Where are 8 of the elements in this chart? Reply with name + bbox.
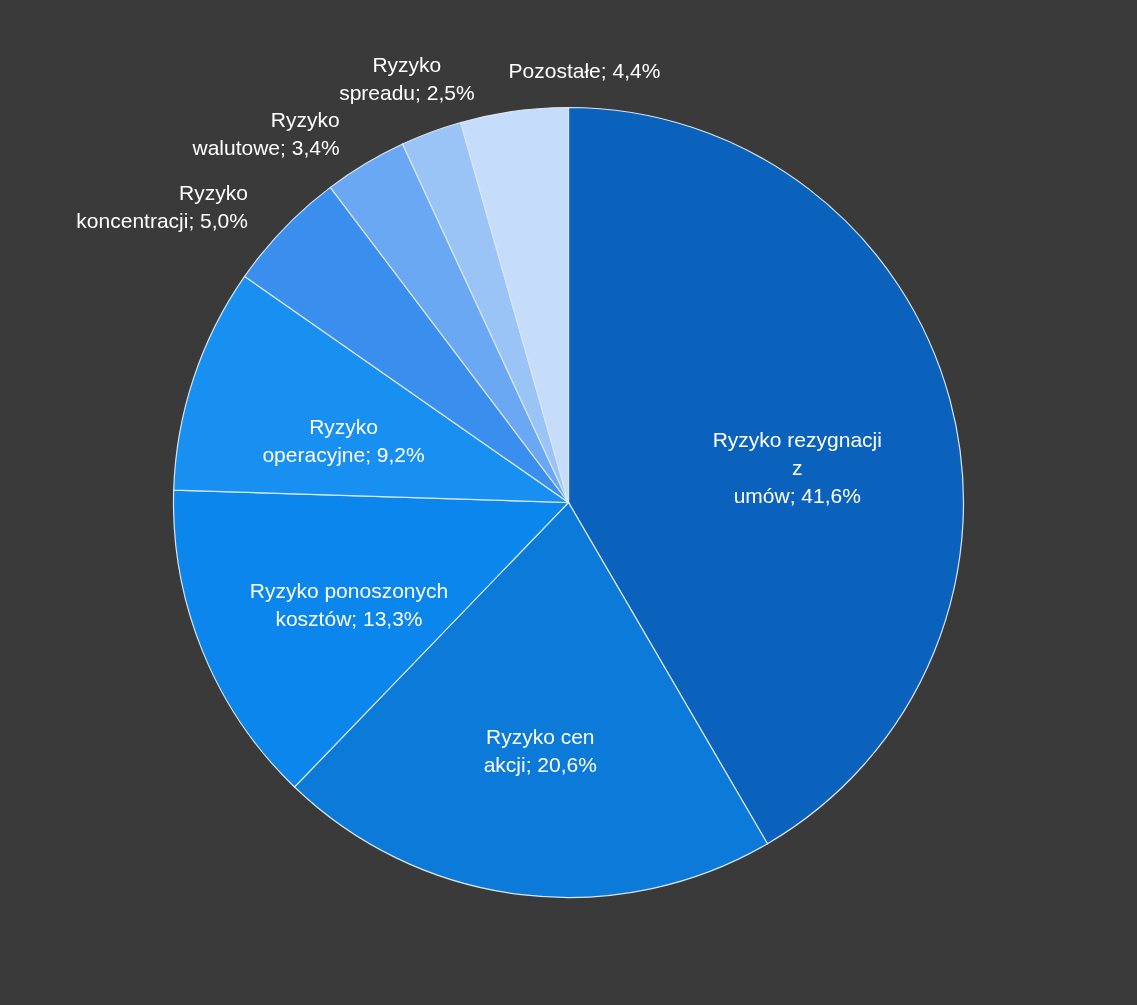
slice-label: Ryzyko koncentracji; 5,0% [76,180,248,232]
slice-label: Ryzyko rezygnacji z umów; 41,6% [712,427,882,507]
slice-label: Ryzyko operacyjne; 9,2% [262,414,425,466]
slice-label: Ryzyko ponoszonych kosztów; 13,3% [249,578,449,630]
slice-label: Pozostałe; 4,4% [508,58,661,82]
slice-label: Ryzyko spreadu; 2,5% [339,53,475,105]
slice-label: Ryzyko cen akcji; 20,6% [483,724,597,776]
slice-label: Ryzyko walutowe; 3,4% [191,107,340,159]
